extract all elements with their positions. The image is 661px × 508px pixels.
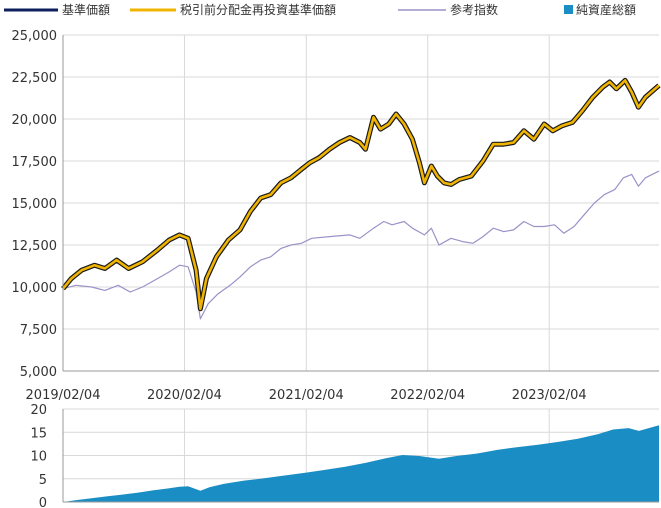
reinvested-nav-line [61, 79, 660, 311]
legend-item-nav: 基準価額 [4, 2, 110, 17]
main-plot-gridlines [62, 34, 659, 371]
legend-item-reinvested-nav: 税引前分配金再投資基準価額 [130, 2, 336, 17]
main-y-axis-ticks: 5,000 7,500 10,000 12,500 15,000 17,500 20,000… [12, 29, 58, 380]
net-assets-y-axis-ticks: 0 5 10 15 20 [30, 403, 47, 508]
net-assets-y-tick-label: 20 [30, 403, 47, 418]
main-y-tick-label: 17,500 [12, 155, 58, 170]
legend-item-net-assets: 純資産総額 [564, 2, 636, 17]
net-assets-y-tick-label: 15 [30, 426, 47, 441]
nav-line [61, 77, 661, 312]
main-y-tick-label: 25,000 [12, 29, 58, 44]
legend-label-net-assets: 純資産総額 [576, 2, 636, 17]
legend: 基準価額 税引前分配金再投資基準価額 参考指数 純資産総額 [4, 2, 636, 17]
net-assets-y-tick-label: 0 [39, 496, 47, 508]
legend-swatch-net-assets [564, 5, 573, 14]
legend-item-reference-index: 参考指数 [398, 2, 498, 17]
x-axis-ticks: 2019/02/04 2020/02/04 2021/02/04 2022/02/04… [26, 388, 587, 403]
x-tick-label: 2023/02/04 [512, 388, 587, 403]
main-y-tick-label: 15,000 [12, 197, 58, 212]
x-tick-label: 2019/02/04 [26, 388, 101, 403]
x-tick-label: 2020/02/04 [147, 388, 222, 403]
net-assets-plot-series [63, 425, 659, 502]
main-y-tick-label: 10,000 [12, 281, 58, 296]
main-y-tick-label: 12,500 [12, 239, 58, 254]
main-y-tick-label: 7,500 [20, 323, 57, 338]
net-assets-y-tick-label: 5 [39, 473, 47, 488]
main-y-tick-label: 5,000 [20, 365, 57, 380]
net-assets-area [63, 425, 659, 502]
main-plot-series [61, 77, 661, 320]
main-y-tick-label: 22,500 [12, 71, 58, 86]
main-y-tick-label: 20,000 [12, 113, 58, 128]
reference-index-line [62, 170, 660, 320]
legend-label-reinvested-nav: 税引前分配金再投資基準価額 [180, 2, 336, 17]
net-assets-y-tick-label: 10 [30, 450, 47, 465]
legend-label-reference-index: 参考指数 [450, 2, 498, 17]
x-tick-label: 2022/02/04 [390, 388, 465, 403]
legend-label-nav: 基準価額 [62, 2, 110, 17]
x-tick-label: 2021/02/04 [269, 388, 344, 403]
